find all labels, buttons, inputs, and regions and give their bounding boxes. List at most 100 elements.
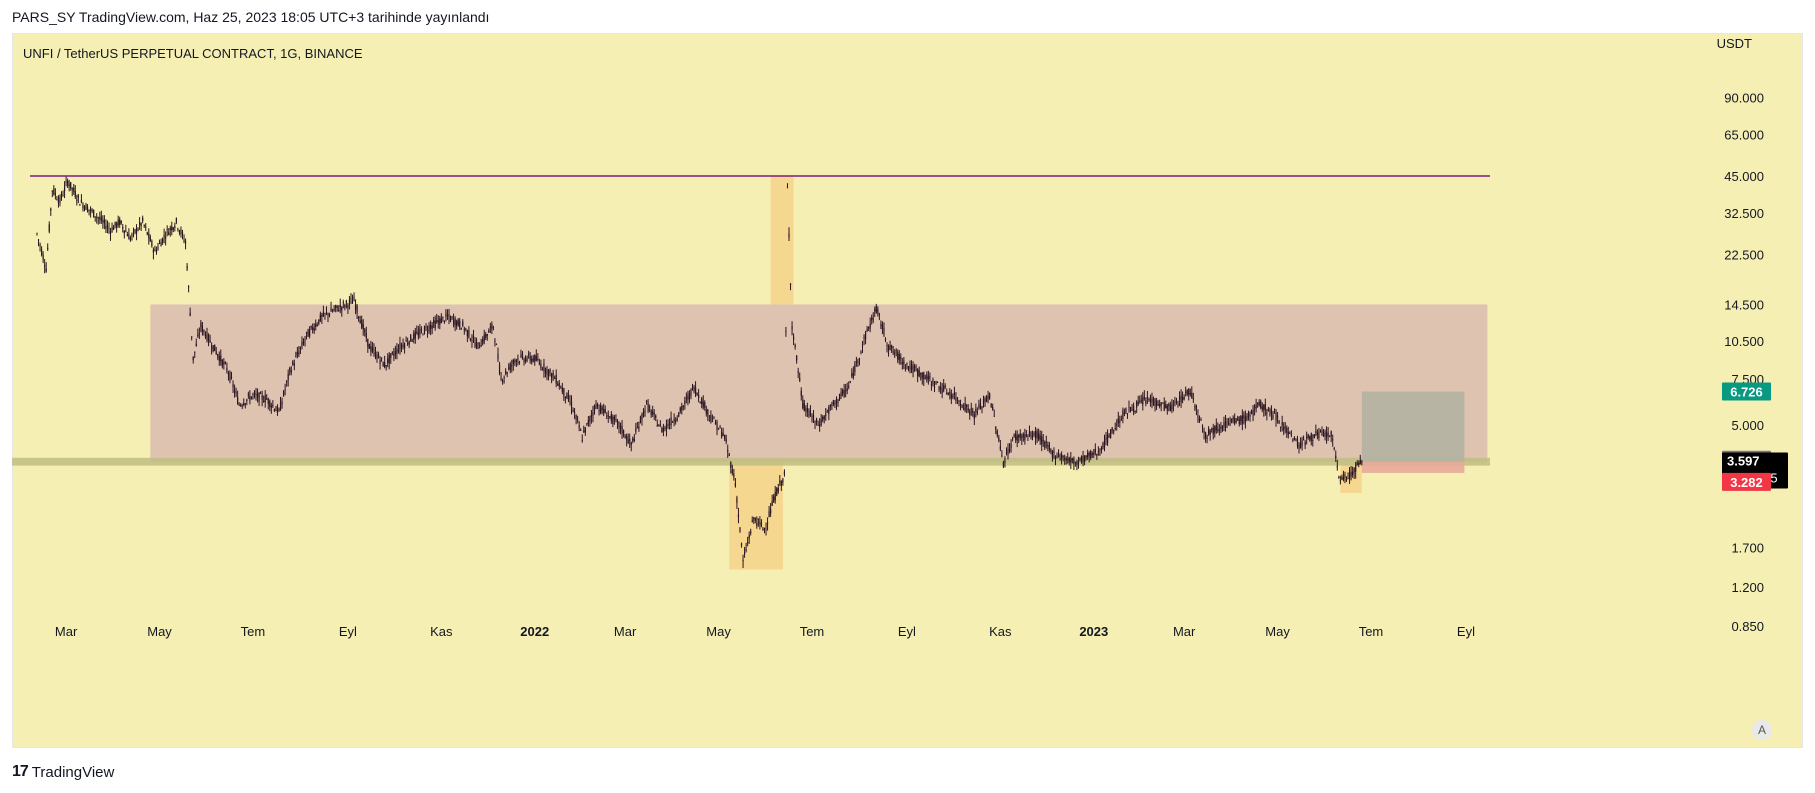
candle-body bbox=[953, 392, 956, 396]
candle-body bbox=[531, 359, 533, 363]
candle-body bbox=[1108, 435, 1110, 437]
candle-body bbox=[267, 398, 269, 404]
candle-body bbox=[1021, 436, 1023, 439]
candle-body bbox=[125, 230, 127, 232]
candle-body bbox=[175, 218, 177, 222]
candle-body bbox=[687, 395, 689, 400]
candle-body bbox=[616, 419, 619, 423]
candle-body bbox=[410, 334, 412, 341]
candle-body bbox=[422, 334, 424, 336]
candle-body bbox=[1358, 462, 1360, 466]
candle-body bbox=[489, 327, 491, 329]
candle-body bbox=[848, 386, 850, 388]
candle-body bbox=[508, 367, 510, 369]
candle-body bbox=[1269, 410, 1271, 412]
candle-body bbox=[601, 407, 603, 411]
candle-body bbox=[1113, 430, 1115, 432]
candle-body bbox=[256, 393, 259, 398]
candle-body bbox=[725, 439, 727, 442]
candle-body bbox=[1329, 436, 1331, 438]
candle-body bbox=[1155, 400, 1158, 406]
candle-body bbox=[403, 343, 406, 348]
candle-body bbox=[235, 392, 237, 394]
candle-body bbox=[753, 517, 755, 519]
candle-body bbox=[51, 190, 53, 192]
position-target-zone bbox=[1361, 391, 1465, 462]
candle-body bbox=[1028, 431, 1031, 435]
candle-body bbox=[1200, 419, 1202, 421]
candle-body bbox=[430, 325, 432, 329]
candle-body bbox=[613, 417, 616, 420]
candle-body bbox=[201, 325, 204, 332]
candle-body bbox=[451, 316, 453, 318]
candle-body bbox=[1270, 409, 1273, 415]
candle-body bbox=[1152, 397, 1155, 406]
candle-body bbox=[814, 420, 816, 423]
candle-body bbox=[67, 180, 69, 186]
candle-body bbox=[630, 442, 632, 445]
candle-body bbox=[1263, 405, 1265, 410]
candle-body bbox=[517, 358, 519, 360]
candle-body bbox=[1192, 398, 1194, 400]
candle-body bbox=[497, 353, 499, 360]
candle-body bbox=[917, 369, 919, 377]
candle-body bbox=[62, 195, 64, 197]
candle-body bbox=[581, 440, 583, 442]
stop-price-value: 3.282 bbox=[1730, 475, 1763, 490]
candle-body bbox=[466, 330, 468, 336]
candle-body bbox=[779, 480, 781, 483]
candle-body bbox=[1120, 419, 1122, 421]
candle-body bbox=[1105, 436, 1107, 440]
candle-body bbox=[109, 230, 112, 234]
candle-body bbox=[416, 331, 418, 333]
candle-body bbox=[264, 395, 266, 403]
candle-body bbox=[345, 300, 347, 304]
candle-body bbox=[714, 422, 717, 425]
candle-body bbox=[1076, 461, 1078, 466]
range-box bbox=[150, 304, 1488, 462]
candle-body bbox=[1359, 459, 1361, 465]
candle-body bbox=[210, 347, 213, 349]
candle-body bbox=[80, 199, 83, 203]
auto-scale-button[interactable]: A bbox=[1752, 720, 1772, 740]
candle-body bbox=[705, 409, 707, 414]
candle-body bbox=[134, 229, 136, 233]
candle-body bbox=[1077, 460, 1080, 464]
candle-body bbox=[1163, 402, 1165, 411]
tradingview-footer[interactable]: 17 TradingView bbox=[12, 763, 114, 781]
candle-body bbox=[207, 334, 210, 342]
candle-body bbox=[1226, 421, 1228, 423]
candle-body bbox=[1062, 455, 1064, 457]
candle-body bbox=[606, 417, 608, 419]
candle-body bbox=[1246, 416, 1248, 421]
candle-body bbox=[232, 384, 234, 388]
candle-body bbox=[857, 361, 859, 363]
candle-body bbox=[1171, 404, 1173, 410]
candle-body bbox=[1235, 420, 1237, 422]
candle-body bbox=[993, 415, 995, 417]
candle-body bbox=[139, 222, 141, 225]
candle-body bbox=[673, 418, 675, 422]
candle-body bbox=[321, 314, 323, 318]
candle-body bbox=[598, 409, 600, 412]
candle-body bbox=[270, 405, 272, 408]
candle-body bbox=[100, 216, 102, 222]
y-tick-label: 65.000 bbox=[1724, 127, 1764, 142]
candle-body bbox=[840, 391, 842, 396]
price-chart[interactable]: USDT 90.000 65.000 45.000 32.500 22.500 14.500… bbox=[12, 33, 1803, 748]
candle-body bbox=[719, 426, 721, 428]
candle-body bbox=[1333, 448, 1335, 450]
candle-body bbox=[852, 372, 854, 378]
candle-body bbox=[884, 338, 887, 341]
candle-body bbox=[269, 400, 271, 407]
candle-body bbox=[708, 415, 710, 417]
candle-body bbox=[1247, 412, 1250, 418]
x-tick-label: Kas bbox=[430, 624, 453, 639]
candle-body bbox=[376, 355, 378, 360]
candle-body bbox=[690, 388, 692, 396]
candle-body bbox=[206, 331, 208, 341]
candle-body bbox=[1134, 410, 1136, 412]
candle-body bbox=[281, 401, 283, 405]
candle-body bbox=[783, 471, 786, 475]
candle-body bbox=[710, 415, 712, 421]
